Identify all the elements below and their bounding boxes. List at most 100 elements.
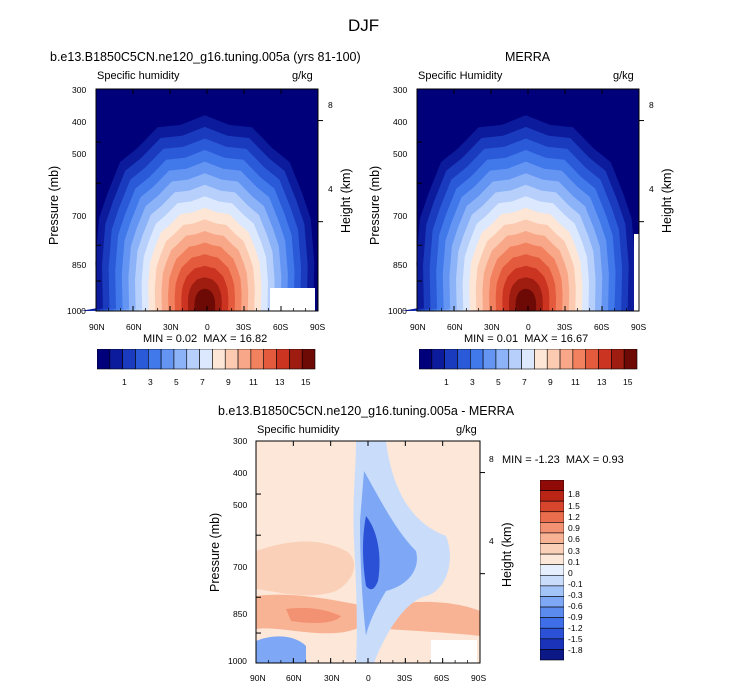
page-title: DJF	[348, 16, 380, 35]
panel1-height-tick-8: 8	[328, 100, 333, 110]
panel1-plot	[80, 88, 323, 312]
colorbar-box	[540, 596, 564, 608]
colorbar-box	[540, 480, 564, 491]
colorbar-box	[457, 349, 471, 370]
panel3-height-tick-4: 4	[489, 536, 494, 546]
colorbar-box	[224, 349, 239, 370]
panel2-plot	[401, 88, 644, 312]
panel2-ytick-850: 850	[393, 260, 408, 270]
panel1-xtick-90S: 90S	[310, 322, 326, 332]
colorbar-box	[469, 349, 484, 370]
panel1-ytick-300: 300	[72, 85, 87, 95]
panel1-cb-label-9: 9	[226, 377, 231, 387]
colorbar-box	[540, 490, 564, 502]
panel3-left-label: Specific humidity	[257, 424, 340, 436]
colorbar-box	[97, 349, 111, 370]
panel2-axes	[416, 88, 644, 312]
panel3-ylabel-right: Height (km)	[500, 522, 514, 587]
panel1-title: b.e13.B1850C5CN.ne120_g16.tuning.005a (y…	[50, 50, 361, 64]
panel3-axes	[255, 440, 485, 664]
panel3-ytick-1000: 1000	[228, 656, 247, 666]
panel1-max-label: MAX =	[203, 333, 237, 345]
colorbar-box	[289, 349, 303, 370]
colorbar-box	[212, 349, 226, 370]
diff-pos-left-upper	[256, 541, 355, 596]
panel2-min-label: MIN =	[464, 333, 494, 345]
panel1-xtick-90N: 90N	[89, 322, 105, 332]
panel1-ylabel-right: Height (km)	[339, 168, 353, 233]
panel3-height-tick-8: 8	[489, 454, 494, 464]
panel1-ytick-700: 700	[72, 211, 87, 221]
colorbar-box	[109, 349, 123, 370]
panel2-units-label: g/kg	[613, 70, 634, 82]
colorbar-box	[540, 627, 564, 640]
panel1-cb-label-1: 1	[122, 377, 127, 387]
panel3-min-max: MIN = -1.23 MAX = 0.93	[502, 454, 624, 466]
colorbar-box	[540, 532, 564, 544]
colorbar-box	[122, 349, 136, 370]
panel3-cb-label-neg1.8: -1.8	[568, 645, 583, 655]
colorbar-box	[540, 606, 564, 618]
panel3-xtick-30N: 30N	[324, 673, 340, 683]
colorbar-box	[250, 349, 265, 370]
panel2-cb-label-3: 3	[470, 377, 475, 387]
colorbar-box	[546, 349, 561, 370]
panel2-cb-label-9: 9	[548, 377, 553, 387]
panel3-cb-label-neg0.6: -0.6	[568, 601, 583, 611]
panel2-min-value: 0.01	[496, 333, 519, 345]
panel3-ytick-300: 300	[233, 436, 248, 446]
panel3-colorbar	[540, 480, 564, 661]
panel3-ytick-700: 700	[233, 562, 248, 572]
panel3-xtick-30S: 30S	[397, 673, 413, 683]
panel2-xtick-60N: 60N	[447, 322, 463, 332]
diff-neg-column	[360, 471, 417, 636]
panel2-ytick-300: 300	[393, 85, 408, 95]
panel1-left-label: Specific humidity	[97, 70, 180, 82]
colorbar-box	[508, 349, 522, 370]
panel1-min-value: 0.02	[175, 333, 198, 345]
panel1-contours	[80, 115, 315, 312]
panel1-ytick-850: 850	[72, 260, 87, 270]
colorbar-box	[301, 349, 316, 370]
panel3-contours	[256, 441, 480, 663]
colorbar-box	[173, 349, 188, 370]
panel1-cb-label-3: 3	[148, 377, 153, 387]
panel1-xtick-30S: 30S	[236, 322, 252, 332]
panel2-cb-label-11: 11	[571, 377, 580, 387]
panel1-missing-box	[270, 288, 315, 311]
colorbar-box	[444, 349, 458, 370]
panel2-height-tick-8: 8	[649, 100, 654, 110]
diff-pos-strong	[286, 607, 341, 624]
panel3-xtick-60S: 60S	[434, 673, 450, 683]
colorbar-box	[540, 574, 564, 587]
colorbar-box	[540, 553, 564, 566]
panel1-axes	[95, 88, 323, 312]
panel1-ytick-500: 500	[72, 149, 87, 159]
panel3-cb-label-0.1: 0.1	[568, 557, 580, 567]
colorbar-box	[623, 349, 638, 370]
colorbar-box	[199, 349, 213, 370]
panel3-xtick-60N: 60N	[286, 673, 302, 683]
panel2-ytick-1000: 1000	[388, 306, 407, 316]
colorbar-box	[276, 349, 290, 370]
colorbar-box	[186, 349, 200, 370]
panel3-cb-label-0.9: 0.9	[568, 523, 580, 533]
diff-pos-right-band	[386, 601, 480, 636]
panel3-min-label: MIN =	[502, 454, 532, 466]
panel1-min-max: MIN = 0.02 MAX = 16.82	[143, 333, 267, 345]
panel3-plot	[255, 440, 485, 664]
panel2-xtick-90S: 90S	[631, 322, 647, 332]
panel3-cb-label-neg1.5: -1.5	[568, 634, 583, 644]
diff-neg-core	[363, 516, 380, 590]
panel1-cb-label-15: 15	[301, 377, 311, 387]
panel2-max-value: 16.67	[560, 333, 589, 345]
panel1-units-label: g/kg	[292, 70, 313, 82]
panel1-max-value: 16.82	[239, 333, 268, 345]
panel2-left-label: Specific Humidity	[418, 70, 503, 82]
panel1-cb-label-5: 5	[174, 377, 179, 387]
panel3-max-label: MAX =	[565, 454, 600, 466]
panel2-xtick-0: 0	[526, 322, 531, 332]
panel1-ytick-400: 400	[72, 117, 87, 127]
panel2-height-tick-4: 4	[649, 184, 654, 194]
colorbar-box	[611, 349, 625, 370]
